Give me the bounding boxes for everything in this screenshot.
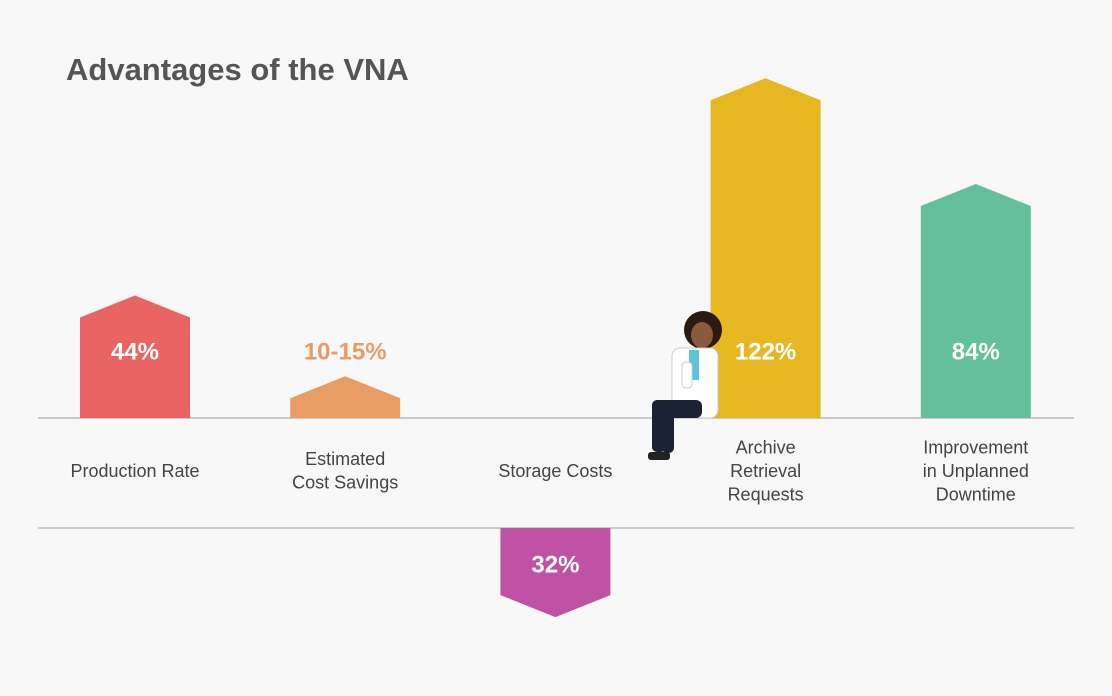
category-label: Storage Costs xyxy=(498,461,612,481)
doctor-illustration xyxy=(648,311,722,460)
category-label: Estimated xyxy=(305,449,385,469)
category-label: Cost Savings xyxy=(292,473,398,493)
category-label: Requests xyxy=(728,484,804,504)
category-label: Downtime xyxy=(936,484,1016,504)
value-label: 44% xyxy=(111,338,159,365)
category-label: Improvement xyxy=(923,437,1028,457)
category-label: Production Rate xyxy=(70,461,199,481)
value-label: 32% xyxy=(531,551,579,578)
value-label: 10-15% xyxy=(304,338,387,365)
bar xyxy=(80,295,190,418)
bar xyxy=(710,78,821,418)
category-label: Archive xyxy=(736,437,796,457)
category-label: Retrieval xyxy=(730,461,801,481)
value-label: 122% xyxy=(735,338,796,365)
bar xyxy=(500,528,611,618)
value-label: 84% xyxy=(952,338,1000,365)
bar xyxy=(920,184,1031,418)
chart-title: Advantages of the VNA xyxy=(66,52,409,87)
category-label: in Unplanned xyxy=(923,461,1029,481)
bar xyxy=(290,376,401,418)
